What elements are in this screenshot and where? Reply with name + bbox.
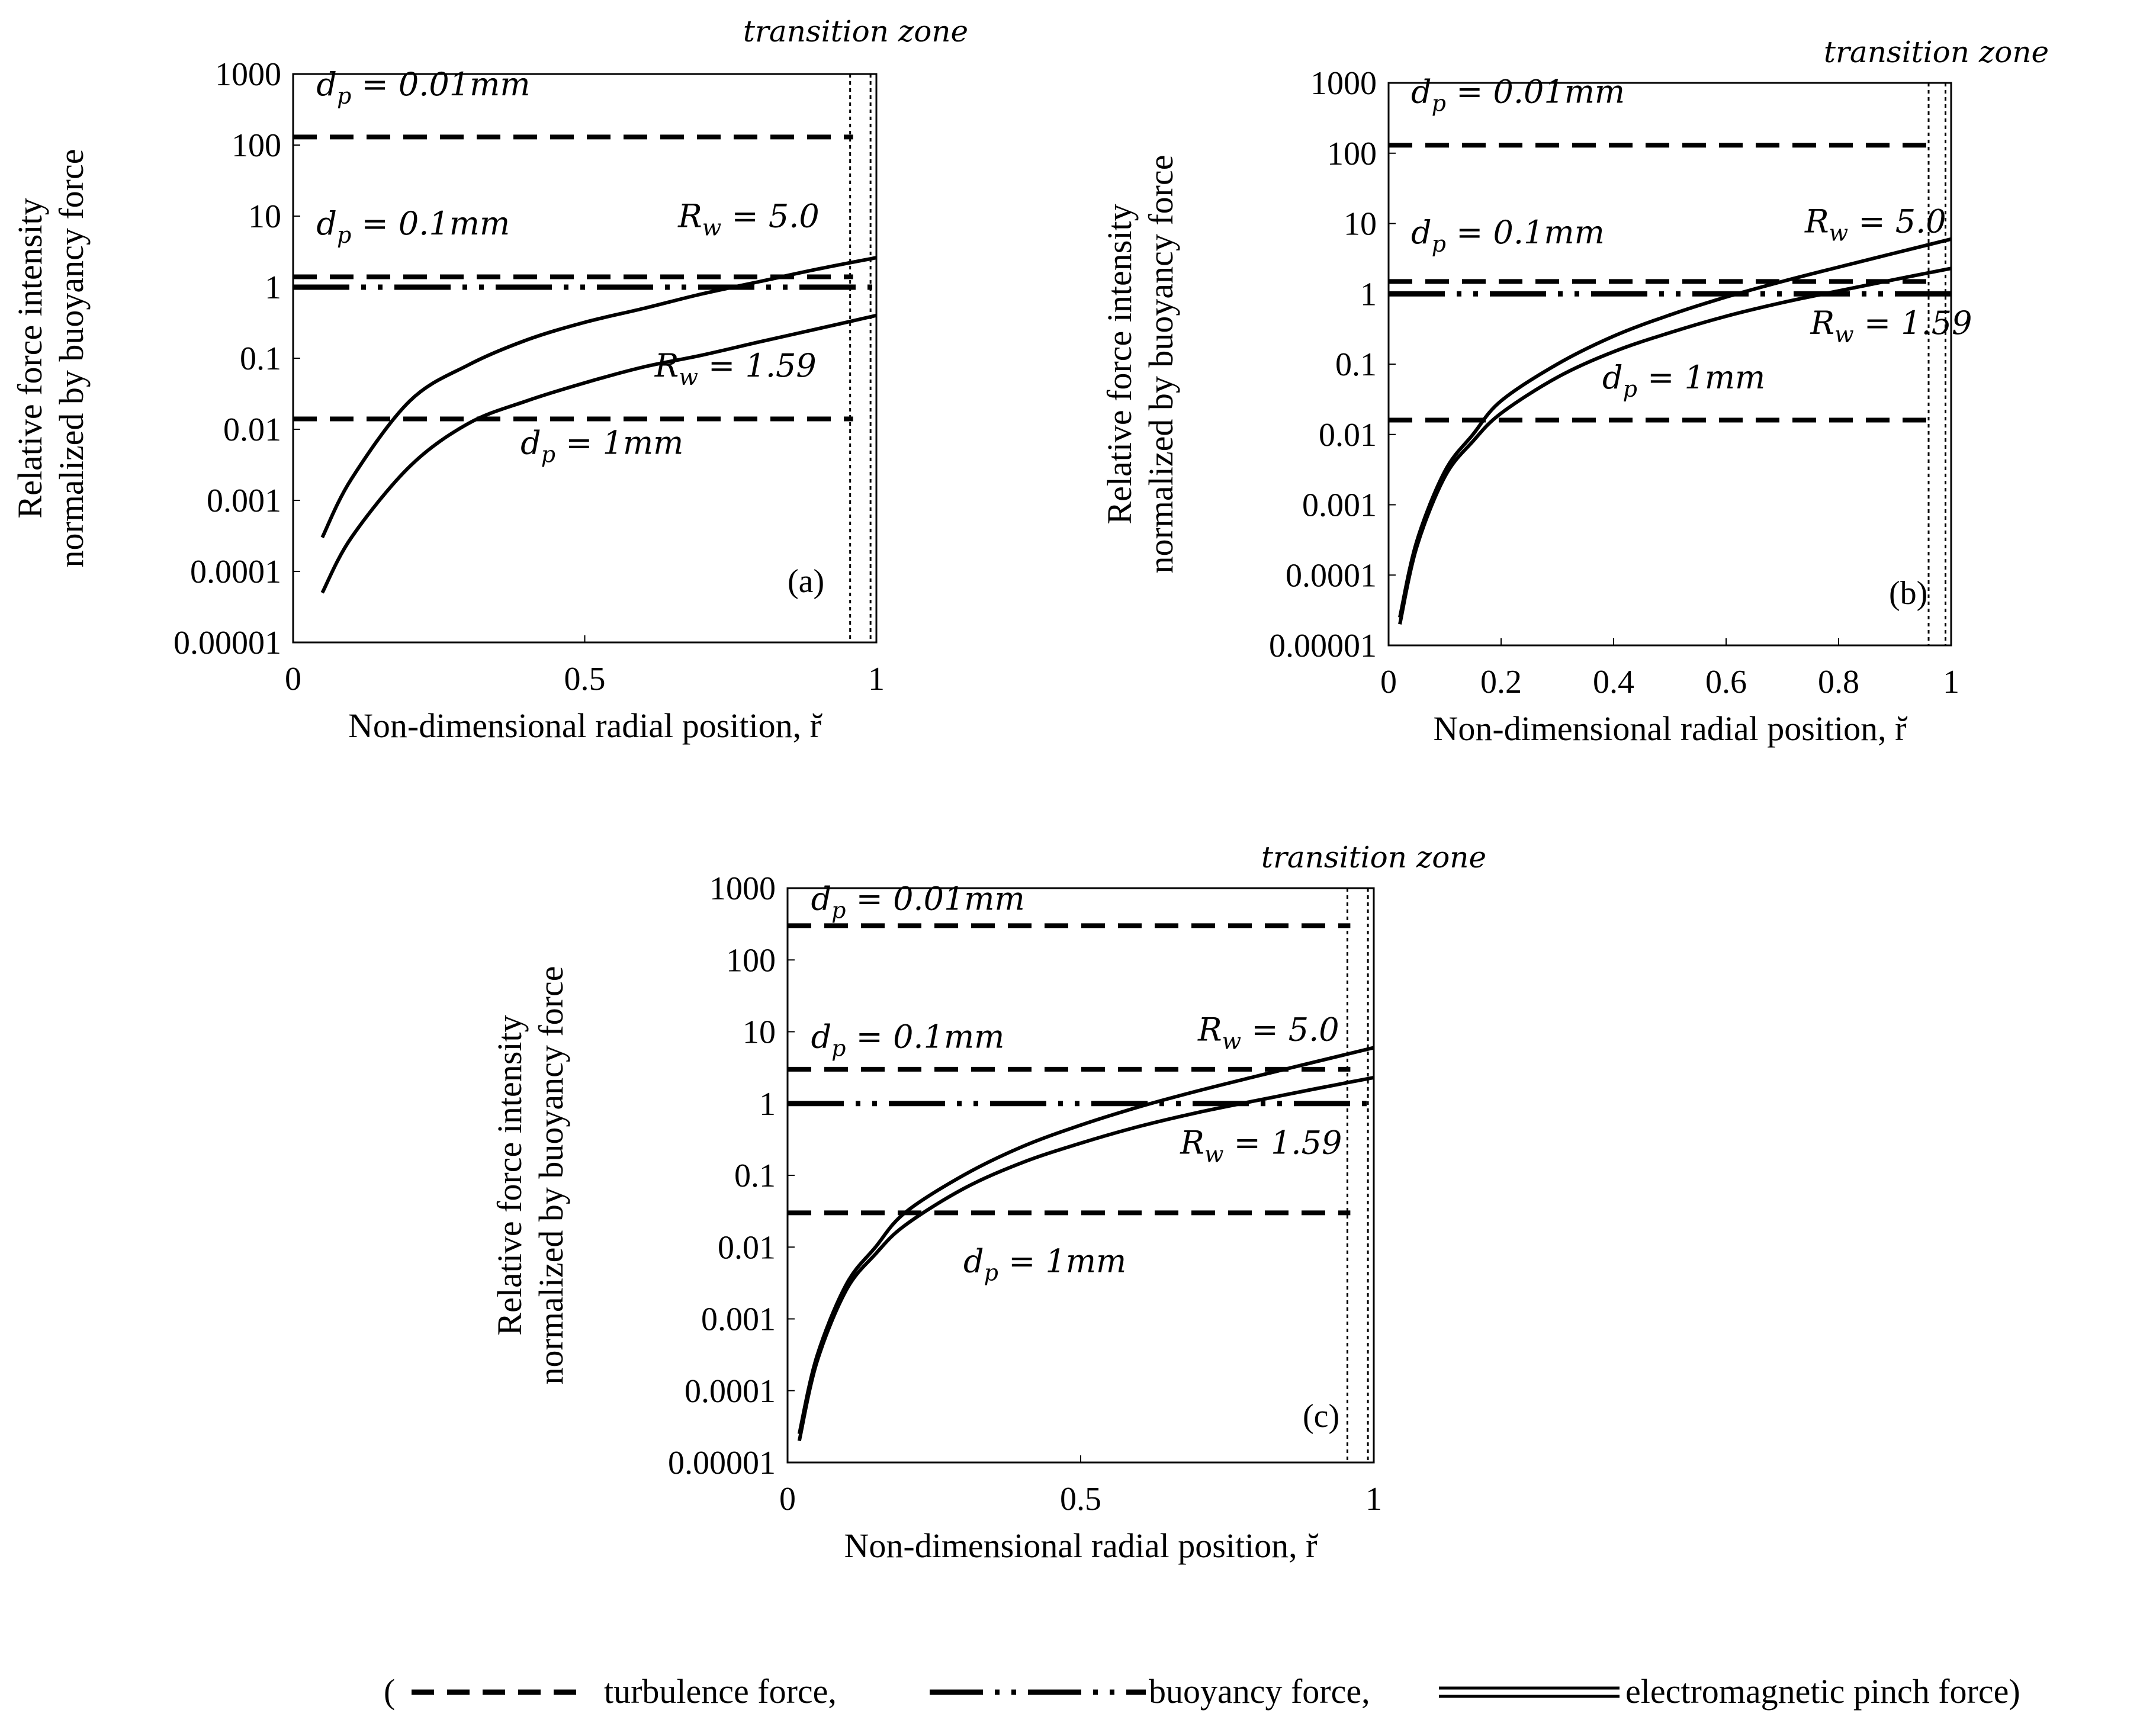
y-tick-label: 0.00001 [668,1445,776,1481]
transition-zone-label: transition zone [1824,35,2049,69]
y-tick-label: 0.00001 [1269,628,1377,664]
panel-a: transition zone 0.00001 0.0001 0.001 0.01 0.1… [11,14,968,745]
x-tick-label: 0 [285,661,301,697]
x-axis-title: Non-dimensional radial position, r̆ [844,1526,1319,1565]
transition-zone-label: transition zone [1261,840,1486,875]
legend-open-paren: ( [384,1672,395,1711]
y-tick-label: 0.0001 [685,1373,776,1410]
series-line-pinch [797,1075,1374,1442]
y-axis-title-line2: normalized by buoyancy force [532,966,570,1385]
series-label: dp = 1mm [963,1242,1126,1285]
series-label: dp = 0.01mm [1411,73,1625,117]
x-axis-title: Non-dimensional radial position, r̆ [1434,709,1908,748]
series-label: dp = 1mm [1602,359,1765,402]
y-axis-title-line1: Relative force intensity [1100,204,1139,524]
y-tick-label: 0.01 [1319,417,1377,454]
y-tick-label: 100 [232,127,281,164]
panel-label: (a) [788,563,824,600]
x-tick-label: 0.6 [1705,664,1747,700]
series-label: dp = 0.1mm [811,1018,1005,1061]
legend-pinch-label: electromagnetic pinch force) [1625,1672,2020,1711]
legend-turbulence-label: turbulence force, [604,1672,837,1711]
y-tick-label: 0.0001 [190,554,281,590]
y-axis-title-line2: normalized by buoyancy force [1142,155,1180,574]
x-tick-label: 0.2 [1480,664,1522,700]
legend-buoyancy-label: buoyancy force, [1149,1672,1370,1711]
transition-zone-label: transition zone [743,14,968,49]
series-label: Rw = 5.0 [1197,1011,1339,1055]
y-axis-title-line1: Relative force intensity [490,1015,529,1335]
plot-frame [786,887,1375,1464]
panel-b: transition zone 0.00001 0.0001 0.001 0.01 0.1… [1100,35,2049,748]
series-label: Rw = 1.59 [654,347,817,390]
series-label: Rw = 1.59 [1810,304,1972,348]
y-tick-label: 1 [759,1086,776,1123]
x-tick-label: 0 [779,1481,796,1518]
y-axis-title-line2: normalized by buoyancy force [52,149,91,568]
y-tick-label: 0.00001 [173,625,281,661]
series-label: dp = 0.1mm [316,205,510,248]
y-axis-title-line1: Relative force intensity [11,198,49,518]
y-tick-label: 1000 [215,56,281,93]
y-tick-label: 0.001 [701,1301,776,1338]
y-tick-label: 0.0001 [1286,557,1377,594]
panel-label: (c) [1303,1398,1339,1435]
y-tick-label: 0.001 [207,483,281,519]
series-label: dp = 0.01mm [811,880,1025,923]
y-tick-label: 10 [1344,206,1377,243]
x-tick-label: 0.5 [1060,1481,1101,1518]
series-label: dp = 0.1mm [1411,214,1605,257]
y-tick-label: 0.01 [718,1229,776,1266]
panel-label: (b) [1889,575,1927,612]
y-tick-label: 0.1 [1335,346,1377,383]
y-tick-label: 100 [726,942,776,979]
x-tick-label: 1 [1943,664,1959,700]
y-tick-label: 1 [1360,276,1377,313]
series-line-pinch [1398,237,1952,618]
y-tick-label: 0.01 [223,412,281,448]
x-tick-label: 0.8 [1818,664,1859,700]
y-tick-label: 100 [1327,136,1377,172]
y-tick-label: 0.1 [734,1158,776,1194]
series-label: Rw = 1.59 [1180,1124,1342,1168]
y-tick-label: 0.001 [1302,487,1377,524]
y-tick-label: 10 [743,1014,776,1051]
y-tick-label: 10 [248,198,281,235]
series-label: dp = 1mm [520,425,683,468]
y-tick-label: 1 [265,269,281,306]
x-tick-label: 1 [1365,1481,1382,1518]
y-tick-label: 1000 [709,870,776,907]
x-tick-label: 0.4 [1593,664,1634,700]
series-line-pinch [1398,266,1952,625]
x-tick-label: 0.5 [564,661,606,697]
x-tick-label: 1 [868,661,885,697]
panel-c: transition zone 0.00001 0.0001 0.001 0.01 0.1… [490,840,1486,1565]
y-tick-label: 1000 [1310,65,1377,102]
series-line-pinch [797,1046,1374,1435]
series-label: dp = 0.01mm [316,66,530,109]
x-axis-title: Non-dimensional radial position, r̆ [348,706,823,745]
series-line-pinch [320,256,877,539]
x-tick-label: 0 [1380,664,1397,700]
series-line-pinch [320,313,877,594]
series-label: Rw = 5.0 [677,198,820,241]
legend: ( turbulence force, buoyancy force, elec… [384,1672,2020,1711]
y-tick-label: 0.1 [240,340,281,377]
series-label: Rw = 5.0 [1804,202,1946,246]
